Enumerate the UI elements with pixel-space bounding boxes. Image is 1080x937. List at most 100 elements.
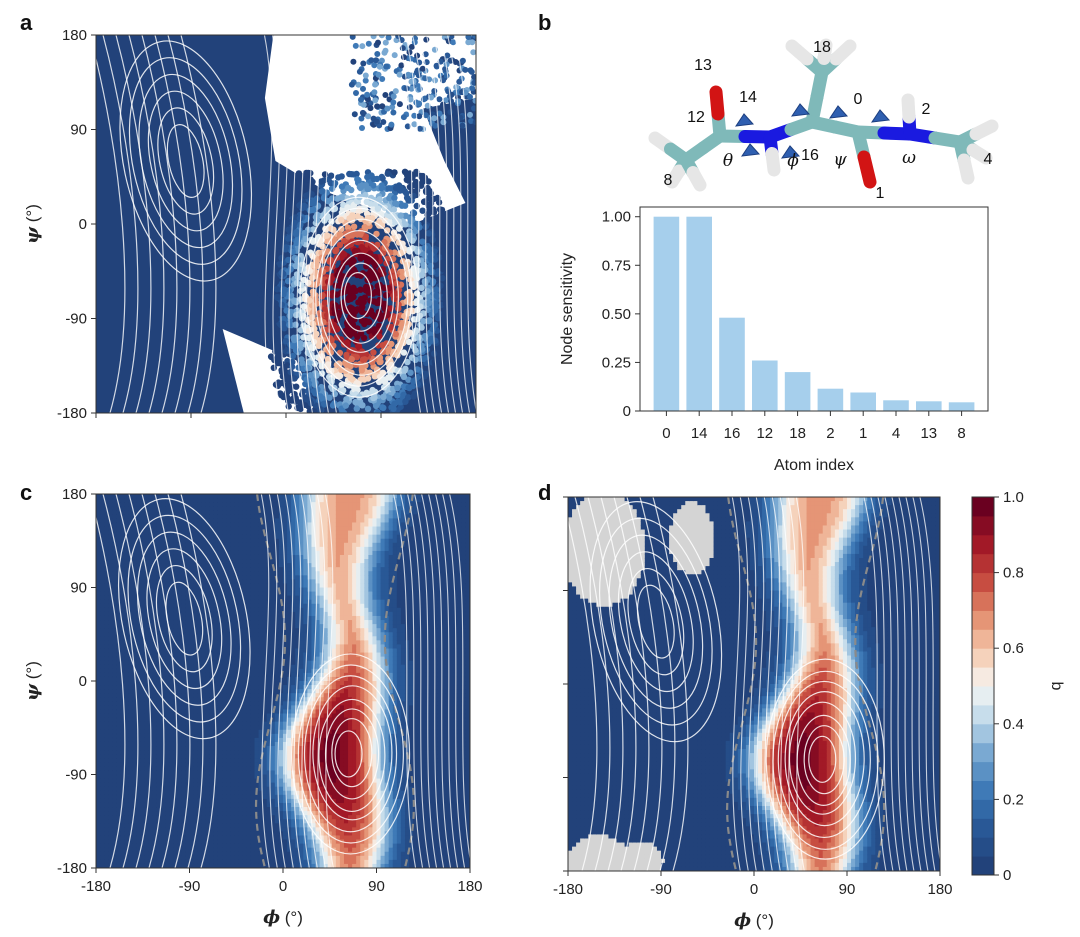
- heat-cell: [205, 640, 211, 646]
- heat-cell: [201, 774, 207, 780]
- heat-cell: [161, 676, 166, 682]
- heat-cell: [197, 762, 203, 767]
- heat-cell: [96, 823, 101, 828]
- sample-point: [349, 35, 356, 40]
- bar-x-tick-label: 18: [789, 425, 806, 442]
- heat-cell: [116, 498, 121, 503]
- heat-cell: [152, 741, 158, 747]
- heat-cell: [205, 648, 211, 654]
- heat-cell: [96, 835, 101, 841]
- heat-cell: [156, 607, 162, 613]
- bar-x-tick-label: 12: [756, 425, 773, 442]
- heat-cell: [185, 754, 191, 759]
- sample-point: [319, 292, 326, 299]
- heat-cell: [108, 534, 113, 540]
- heat-cell: [136, 648, 142, 654]
- heat-cell: [128, 766, 134, 772]
- heat-cell: [108, 648, 113, 654]
- heat-cell: [96, 603, 101, 609]
- heat-cell: [140, 510, 146, 515]
- heat-cell: [104, 798, 109, 804]
- heat-cell: [173, 595, 178, 601]
- sample-point: [380, 119, 387, 125]
- sample-point: [425, 300, 432, 307]
- heat-cell: [169, 510, 174, 515]
- sample-point: [391, 52, 398, 59]
- heat-cell: [156, 770, 162, 776]
- heat-cell: [152, 652, 158, 658]
- heat-cell: [140, 514, 146, 519]
- heat-cell: [181, 693, 187, 698]
- heat-cell: [169, 811, 174, 816]
- sample-point: [313, 330, 320, 338]
- heat-cell: [136, 741, 142, 747]
- heat-cell: [124, 843, 130, 849]
- heat-cell: [100, 615, 105, 621]
- heat-cell: [124, 802, 130, 808]
- heat-cell: [177, 689, 182, 694]
- heat-cell: [104, 611, 109, 617]
- heat-cell: [205, 546, 211, 552]
- bar-x-tick-label: 8: [957, 425, 965, 442]
- sample-point: [368, 57, 375, 64]
- heat-cell: [201, 672, 207, 678]
- sample-point: [445, 260, 453, 267]
- heat-cell: [165, 835, 170, 841]
- heat-cell: [104, 599, 109, 605]
- sample-point: [292, 262, 299, 270]
- sample-point: [455, 98, 462, 105]
- heat-cell: [173, 579, 178, 585]
- heat-cell: [197, 709, 203, 715]
- heat-cell: [132, 628, 138, 633]
- heat-cell: [140, 599, 146, 605]
- sample-point: [437, 210, 445, 218]
- heat-cell: [120, 778, 126, 784]
- heat-cell: [108, 827, 113, 833]
- heat-cell: [112, 689, 117, 694]
- heat-cell: [201, 514, 207, 519]
- heat-cell: [173, 807, 178, 812]
- heat-cell: [96, 518, 101, 524]
- heat-cell: [140, 676, 146, 682]
- heat-cell: [185, 758, 191, 763]
- heat-cell: [144, 494, 150, 499]
- heat-cell: [140, 863, 146, 868]
- heat-cell: [116, 729, 121, 735]
- heat-cell: [161, 595, 166, 601]
- heat-cell: [120, 494, 126, 499]
- heat-cell: [140, 754, 146, 759]
- heat-cell: [169, 798, 174, 804]
- heat-cell: [189, 611, 195, 617]
- heat-cell: [193, 583, 199, 589]
- heat-cell: [152, 693, 158, 698]
- heat-cell: [152, 514, 158, 519]
- heat-cell: [108, 494, 113, 499]
- heat-cell: [100, 640, 105, 646]
- heat-cell: [104, 794, 109, 800]
- heat-cell: [201, 819, 207, 824]
- heat-cell: [96, 494, 101, 499]
- heat-cell: [165, 741, 170, 747]
- sample-point: [362, 72, 369, 79]
- heat-cell: [173, 534, 178, 540]
- heat-cell: [161, 615, 166, 621]
- energy-contour: [279, 35, 289, 413]
- heat-cell: [116, 835, 121, 841]
- heat-cell: [161, 554, 166, 560]
- heat-cell: [144, 672, 150, 678]
- heat-cell: [185, 538, 191, 544]
- energy-contour: [287, 35, 297, 413]
- heat-cell: [148, 550, 154, 556]
- sample-point: [350, 58, 357, 65]
- heat-cell: [140, 567, 146, 572]
- heat-cell: [116, 794, 121, 800]
- heat-cell: [144, 701, 150, 706]
- sample-point: [365, 289, 372, 296]
- heat-cell: [112, 624, 117, 629]
- heat-cell: [173, 603, 178, 609]
- heat-cell: [124, 538, 130, 544]
- sample-point: [444, 243, 451, 251]
- heat-cell: [156, 534, 162, 540]
- heat-cell: [189, 530, 195, 536]
- heat-cell: [128, 827, 134, 833]
